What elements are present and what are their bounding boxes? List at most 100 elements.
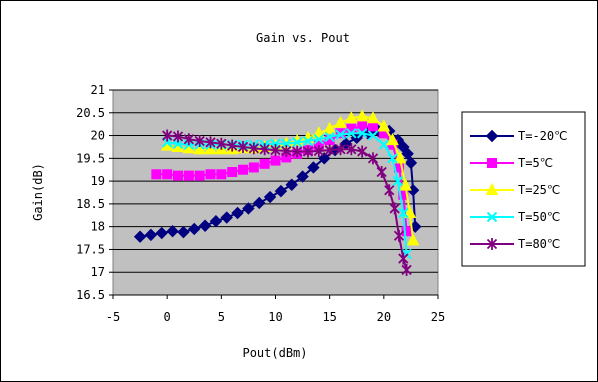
chart-title: Gain vs. Pout xyxy=(256,31,350,45)
legend-label-0: T=-20℃ xyxy=(518,129,568,143)
series-4-point xyxy=(270,144,281,157)
series-3-point xyxy=(302,135,314,147)
series-4-point xyxy=(216,137,227,150)
legend-marker-2 xyxy=(485,182,499,195)
series-0-point xyxy=(177,225,190,239)
x-tick-label: 15 xyxy=(322,310,336,324)
series-2-point xyxy=(355,109,369,122)
legend-label-1: T=5℃ xyxy=(518,156,553,170)
series-2-point xyxy=(403,205,417,218)
series-4-point xyxy=(346,143,357,156)
series-4-point xyxy=(367,152,379,165)
series-3-point xyxy=(291,137,303,148)
x-tick-label: -5 xyxy=(106,310,120,324)
series-4-point xyxy=(389,202,400,215)
legend-marker-0 xyxy=(485,129,499,143)
y-tick-label: 18.5 xyxy=(76,197,105,211)
series-0-point xyxy=(401,147,414,160)
series-1-point xyxy=(238,164,248,175)
series-2-point xyxy=(393,151,407,164)
series-0-point xyxy=(188,222,201,236)
series-1-point xyxy=(183,170,194,181)
series-3-point xyxy=(346,128,357,139)
series-3-point xyxy=(324,131,335,143)
series-0-point xyxy=(307,161,320,174)
series-4-point xyxy=(292,145,303,158)
series-3-point xyxy=(367,130,379,141)
series-3-point xyxy=(378,139,390,150)
series-line-4 xyxy=(167,134,408,271)
y-axis-label: Gain(dB) xyxy=(31,163,45,221)
y-tick-label: 18 xyxy=(91,220,105,234)
series-1-point xyxy=(270,155,281,166)
series-4-point xyxy=(237,140,249,153)
series-0-point xyxy=(242,202,255,215)
series-3-point xyxy=(335,129,346,140)
series-4-point xyxy=(357,145,368,158)
legend-marker-4 xyxy=(486,238,498,250)
series-4-point xyxy=(302,145,314,158)
series-1-point xyxy=(162,169,173,180)
series-0-point xyxy=(198,219,212,232)
series-0-point xyxy=(263,190,277,204)
series-3-point xyxy=(398,207,409,219)
y-tick-label: 21 xyxy=(91,83,105,97)
series-2-point xyxy=(345,111,358,124)
y-tick-label: 19 xyxy=(91,174,105,188)
series-0-point xyxy=(155,226,168,240)
series-4-point xyxy=(205,136,216,149)
series-4-point xyxy=(194,135,205,148)
series-1-point xyxy=(173,170,183,181)
series-0-point xyxy=(404,156,418,170)
series-1-point xyxy=(194,170,205,181)
series-3-point xyxy=(392,175,404,187)
series-4-point xyxy=(281,145,292,158)
series-3-point xyxy=(387,153,398,164)
series-2-point xyxy=(334,115,347,128)
x-tick-label: 25 xyxy=(431,310,445,324)
series-1-point xyxy=(357,121,368,132)
x-axis-label: Pout(dBm) xyxy=(242,346,307,360)
series-0-point xyxy=(296,170,309,183)
legend-label-4: T=80℃ xyxy=(518,237,560,251)
y-axis-ticks: 16.5 17 17.5 18 18.5 19 19.5 20 20.5 21 xyxy=(76,83,113,302)
x-axis-ticks: -5 0 5 10 15 20 25 xyxy=(106,295,445,324)
series-1-point xyxy=(216,169,227,180)
legend-marker-3 xyxy=(486,211,498,223)
legend: T=-20℃ T=5℃ T=25℃ T=50℃ T=80℃ xyxy=(470,129,568,251)
series-1-point xyxy=(368,121,378,132)
legend-label-2: T=25℃ xyxy=(518,183,560,197)
series-0-point xyxy=(166,225,179,238)
series-4-point xyxy=(324,144,335,157)
legend-label-3: T=50℃ xyxy=(518,210,560,224)
y-tick-label: 17.5 xyxy=(76,242,105,256)
series-4-point xyxy=(398,252,409,265)
legend-marker-1 xyxy=(487,158,497,168)
series-0-point xyxy=(285,178,298,191)
series-1-point xyxy=(151,169,162,180)
series-3-point xyxy=(313,133,325,145)
series-4-point xyxy=(172,130,184,143)
series-1-point xyxy=(205,169,216,180)
series-2-point xyxy=(386,133,399,146)
series-1-point xyxy=(248,162,259,173)
series-4-point xyxy=(376,166,387,178)
x-tick-label: 10 xyxy=(268,310,282,324)
series-1-point xyxy=(259,158,270,169)
x-tick-label: 5 xyxy=(218,310,225,324)
series-4-point xyxy=(248,142,259,155)
series-0-point xyxy=(144,228,158,242)
series-0-point xyxy=(220,211,233,224)
series-0-point xyxy=(274,184,288,198)
series-4-point xyxy=(183,133,194,146)
series-4-point xyxy=(227,139,238,152)
y-tick-label: 20.5 xyxy=(76,106,105,120)
y-tick-label: 16.5 xyxy=(76,288,105,302)
y-tick-label: 17 xyxy=(91,265,105,279)
series-4-point xyxy=(259,143,270,156)
series-layer xyxy=(133,109,422,276)
series-4-point xyxy=(393,229,405,242)
series-0-point xyxy=(318,152,331,165)
